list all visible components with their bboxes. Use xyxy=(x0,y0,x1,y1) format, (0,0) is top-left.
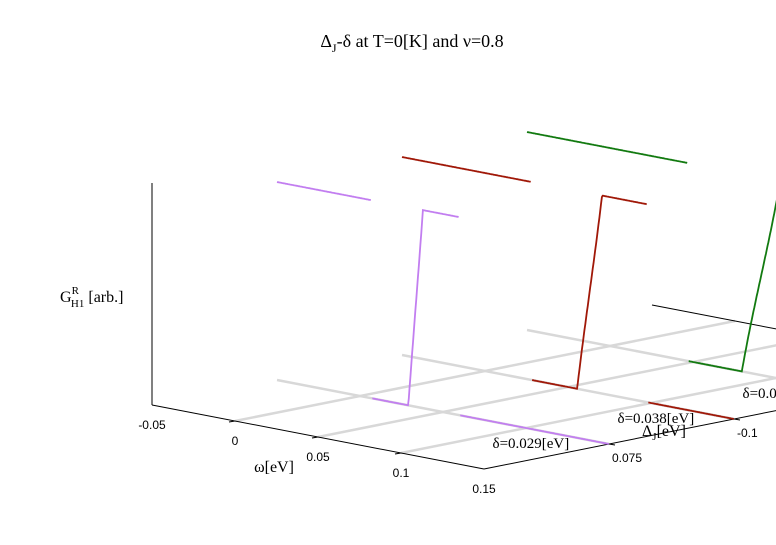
x-tick xyxy=(228,420,236,423)
chart-title: ΔJ-δ at T=0[K] and ν=0.8 xyxy=(320,31,503,55)
axes-layer xyxy=(151,183,776,470)
series-violet xyxy=(276,181,610,445)
labels-layer: ΔJ-δ at T=0[K] and ν=0.8 ω[eV] ΔJ[eV] GR… xyxy=(60,31,776,496)
x-tick-label: -0.05 xyxy=(138,418,166,432)
x-tick-label: 0 xyxy=(232,434,239,448)
grid-line-x xyxy=(317,344,776,439)
x-tick xyxy=(311,436,319,439)
back-axis-line xyxy=(651,304,776,330)
delta-annotation: δ=0.047[eV] xyxy=(743,386,776,402)
y-tick xyxy=(733,418,741,421)
x-tick-label: 0.15 xyxy=(472,482,496,496)
series-line-red xyxy=(401,156,531,183)
grid-layer xyxy=(234,319,776,455)
series-line-green xyxy=(688,199,776,373)
y-axis-title: ΔJ[eV] xyxy=(642,423,686,443)
series-line-red xyxy=(648,401,735,420)
delta-annotation: δ=0.038[eV] xyxy=(618,411,695,427)
x-tick-label: 0.1 xyxy=(393,466,410,480)
series-line-violet xyxy=(276,181,372,201)
delta-annotation: δ=0.029[eV] xyxy=(493,436,570,452)
series-line-violet xyxy=(372,208,459,407)
y-tick-label: 0.075 xyxy=(612,451,642,465)
y-tick-label: -0.1 xyxy=(737,426,758,440)
series-line-red xyxy=(532,194,647,390)
x-tick xyxy=(394,452,402,455)
y-tick xyxy=(608,443,616,446)
series-red xyxy=(401,156,735,420)
series-green xyxy=(526,131,776,373)
x-tick-label: 0.05 xyxy=(306,450,330,464)
z-axis-title: GR H1 [arb.] xyxy=(60,285,123,310)
x-axis-title: ω[eV] xyxy=(254,459,294,476)
series-line-green xyxy=(526,131,688,164)
series-layer xyxy=(276,131,776,445)
series-line-violet xyxy=(460,414,610,445)
